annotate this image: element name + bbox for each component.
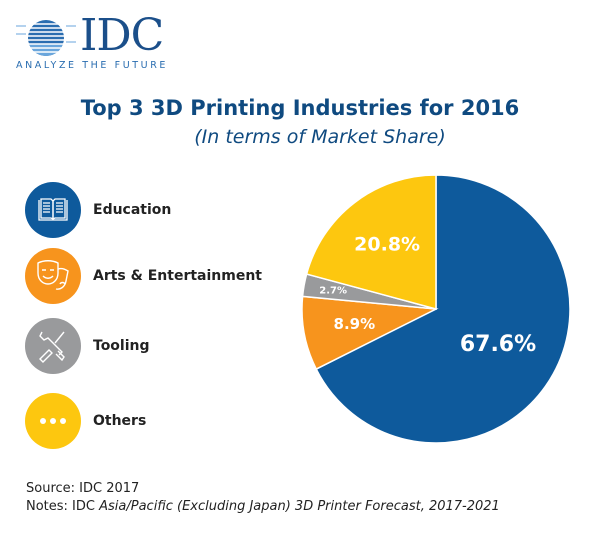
idc-globe-icon [16, 20, 76, 56]
legend-item-education: Education [25, 182, 171, 238]
legend-label: Arts & Entertainment [93, 268, 262, 284]
chart-title: Top 3 3D Printing Industries for 2016 [80, 96, 520, 120]
theater-masks-icon [25, 248, 81, 304]
data-label: 20.8% [354, 234, 420, 256]
chart-subtitle: (In terms of Market Share) [194, 126, 446, 148]
data-label: 2.7% [319, 285, 347, 296]
legend-label: Tooling [93, 338, 150, 354]
legend-label: Others [93, 413, 147, 429]
legend-item-tooling: Tooling [25, 318, 150, 374]
notes-italic: Asia/Pacific (Excluding Japan) 3D Printe… [99, 499, 500, 514]
logo-text: IDC [80, 10, 164, 61]
notes-prefix: Notes: IDC [26, 499, 100, 514]
legend-label: Education [93, 202, 172, 218]
ellipsis-icon [25, 393, 81, 449]
source-text: Source: IDC 2017 [26, 481, 140, 496]
data-label: 67.6% [460, 332, 536, 357]
legend-item-others: Others [25, 393, 146, 449]
data-label: 8.9% [334, 315, 376, 333]
pie-slice-others [305, 174, 437, 310]
legend-item-arts-entertainment: Arts & Entertainment [25, 248, 262, 304]
tools-icon [25, 318, 81, 374]
logo-tagline: ANALYZE THE FUTURE [16, 60, 169, 71]
book-icon [25, 182, 81, 238]
pie-slice-education [315, 174, 571, 444]
notes-text: Notes: IDC Asia/Pacific (Excluding Japan… [26, 499, 500, 514]
